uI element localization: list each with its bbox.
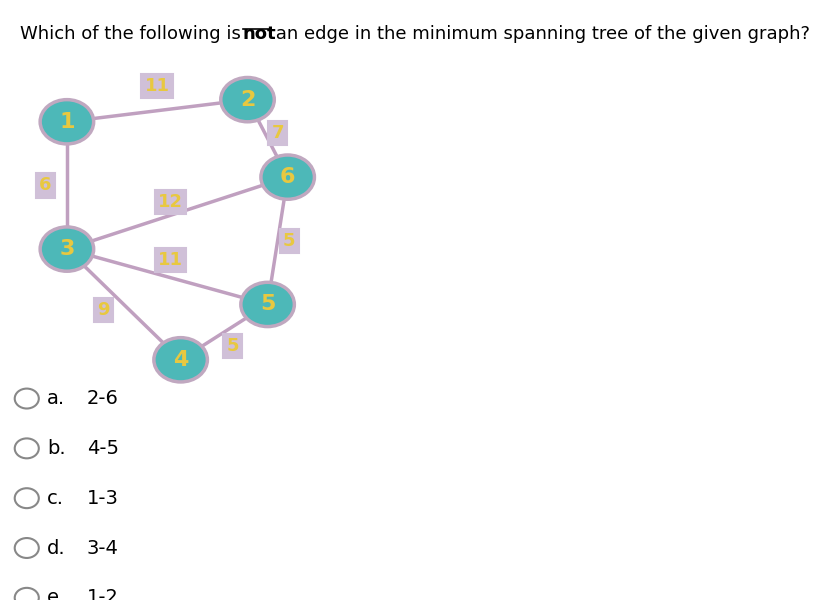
Circle shape (15, 439, 39, 458)
Circle shape (261, 155, 314, 199)
Text: 7: 7 (271, 124, 284, 142)
Circle shape (41, 227, 93, 271)
Text: 6: 6 (39, 176, 52, 194)
Text: 5: 5 (227, 337, 239, 355)
Text: 11: 11 (145, 77, 170, 95)
Text: not: not (242, 25, 276, 43)
Text: c.: c. (47, 488, 64, 508)
Circle shape (221, 77, 275, 122)
Circle shape (15, 588, 39, 600)
Circle shape (15, 389, 39, 409)
Text: 9: 9 (98, 301, 110, 319)
Text: 3: 3 (60, 239, 74, 259)
Circle shape (154, 338, 208, 382)
Circle shape (15, 538, 39, 558)
Text: 1-3: 1-3 (87, 488, 119, 508)
Text: 2-6: 2-6 (87, 389, 119, 408)
Text: 12: 12 (158, 193, 183, 211)
Text: 4-5: 4-5 (87, 439, 119, 458)
Circle shape (41, 100, 93, 144)
Text: a.: a. (47, 389, 65, 408)
Text: 1: 1 (60, 112, 74, 132)
Text: 4: 4 (173, 350, 189, 370)
Circle shape (241, 283, 294, 326)
Text: e.: e. (47, 589, 65, 600)
Text: 3-4: 3-4 (87, 539, 119, 557)
Text: 11: 11 (158, 251, 183, 269)
Text: 1-2: 1-2 (87, 589, 119, 600)
Circle shape (15, 488, 39, 508)
Text: 5: 5 (283, 232, 295, 250)
Text: Which of the following is: Which of the following is (20, 25, 246, 43)
Text: 6: 6 (280, 167, 295, 187)
Text: 2: 2 (240, 89, 256, 110)
Text: an edge in the minimum spanning tree of the given graph?: an edge in the minimum spanning tree of … (270, 25, 810, 43)
Text: b.: b. (47, 439, 65, 458)
Text: d.: d. (47, 539, 65, 557)
Text: 5: 5 (260, 295, 275, 314)
